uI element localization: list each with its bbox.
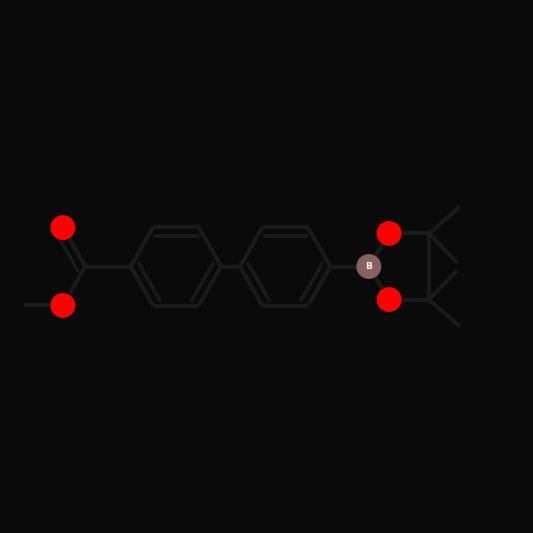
Circle shape <box>377 222 401 245</box>
Circle shape <box>377 288 401 311</box>
Circle shape <box>357 255 381 278</box>
Text: B: B <box>366 262 372 271</box>
Circle shape <box>51 294 75 317</box>
Circle shape <box>51 216 75 239</box>
